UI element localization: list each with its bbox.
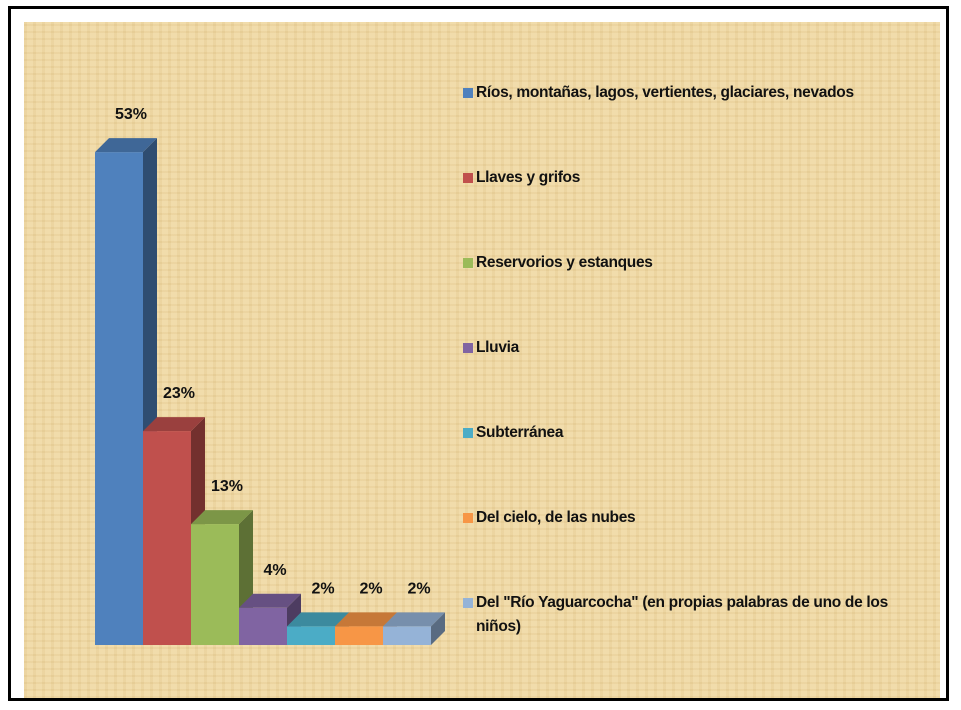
data-label: 23%	[163, 385, 195, 402]
legend-entry: Reservorios y estanques	[463, 251, 933, 275]
data-label: 13%	[211, 478, 243, 495]
bar	[191, 524, 239, 645]
legend-entry: Subterránea	[463, 421, 933, 445]
bar-top	[95, 138, 157, 153]
legend-swatch	[463, 513, 473, 523]
bar	[143, 431, 191, 645]
legend-entry: Llaves y grifos	[463, 166, 933, 190]
legend-label: Reservorios y estanques	[476, 254, 653, 271]
data-label: 53%	[115, 106, 147, 123]
bar	[335, 626, 383, 645]
data-label: 2%	[311, 580, 334, 597]
legend-swatch	[463, 258, 473, 268]
legend-label: Llaves y grifos	[476, 169, 581, 186]
bar-side	[431, 612, 445, 645]
bar-top	[383, 612, 445, 627]
legend-entry: Lluvia	[463, 336, 933, 360]
legend-swatch	[463, 598, 473, 608]
legend-entry: Del cielo, de las nubes	[463, 506, 933, 530]
legend-entry: Del "Río Yaguarcocha" (en propias palabr…	[463, 591, 933, 639]
bar-top	[239, 593, 301, 608]
legend-label: Lluvia	[476, 339, 519, 356]
bar-top	[191, 510, 253, 525]
bar	[95, 152, 143, 645]
bar-top	[335, 612, 397, 627]
data-label: 2%	[359, 580, 382, 597]
bar-top	[287, 612, 349, 627]
frame	[8, 6, 949, 701]
bar	[287, 626, 335, 645]
legend-swatch	[463, 173, 473, 183]
legend-label: Del "Río Yaguarcocha" (en propias palabr…	[476, 594, 888, 635]
legend-swatch	[463, 88, 473, 98]
legend-label: Del cielo, de las nubes	[476, 509, 636, 526]
data-label: 4%	[263, 562, 286, 579]
data-label: 2%	[407, 580, 430, 597]
bar-top	[143, 417, 205, 432]
legend-label: Ríos, montañas, lagos, vertientes, glaci…	[476, 84, 854, 101]
bar	[383, 626, 431, 645]
legend-label: Subterránea	[476, 424, 564, 441]
legend-swatch	[463, 343, 473, 353]
legend-swatch	[463, 428, 473, 438]
bar	[239, 607, 287, 645]
legend-entry: Ríos, montañas, lagos, vertientes, glaci…	[463, 81, 933, 105]
